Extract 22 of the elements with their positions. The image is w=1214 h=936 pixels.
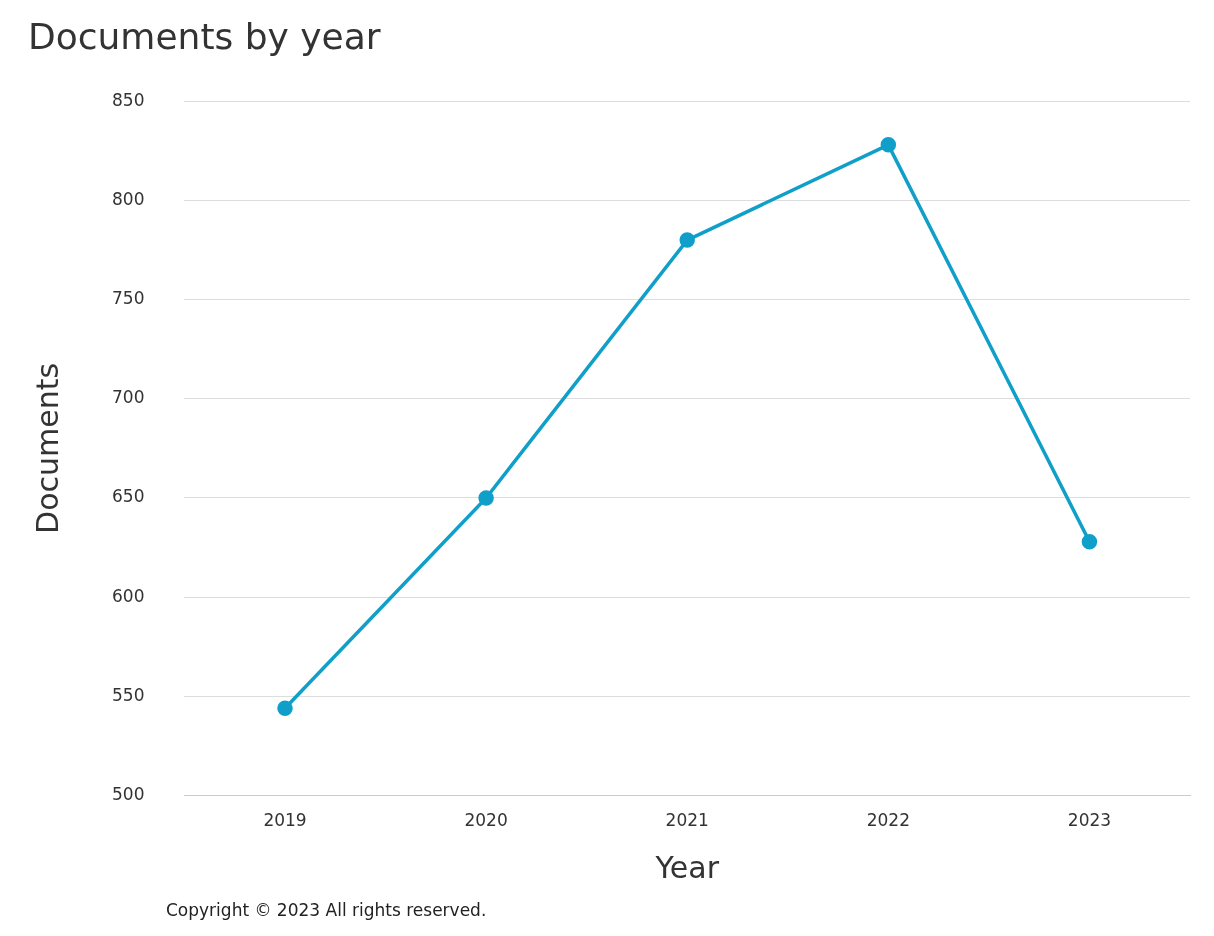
point	[478, 490, 494, 506]
chart-title: Documents by year	[28, 15, 381, 57]
point	[277, 700, 293, 717]
x-tick-label: 2022	[866, 810, 910, 831]
y-tick-label: 750	[111, 288, 145, 309]
y-tick-label: 550	[111, 684, 145, 705]
text: Copyright © 2023 All rights reserved.	[166, 899, 487, 920]
y-tick-label: 850	[111, 89, 145, 110]
x-axis-title: Year	[654, 849, 720, 885]
y-tick-label: 600	[111, 585, 145, 606]
point	[1081, 533, 1098, 550]
x-tick-label: 2023	[1067, 810, 1112, 831]
x-tick-label: 2019	[263, 810, 307, 831]
y-tick-label: 800	[111, 188, 145, 209]
y-tick-label: 700	[111, 387, 145, 408]
point	[880, 137, 897, 153]
x-tick-label: 2021	[665, 810, 709, 831]
x-tick-label: 2020	[464, 810, 508, 831]
point	[679, 232, 695, 248]
y-axis-title: Documents	[29, 362, 65, 534]
y-tick-label: 650	[111, 486, 145, 507]
y-tick-label: 500	[111, 784, 145, 805]
